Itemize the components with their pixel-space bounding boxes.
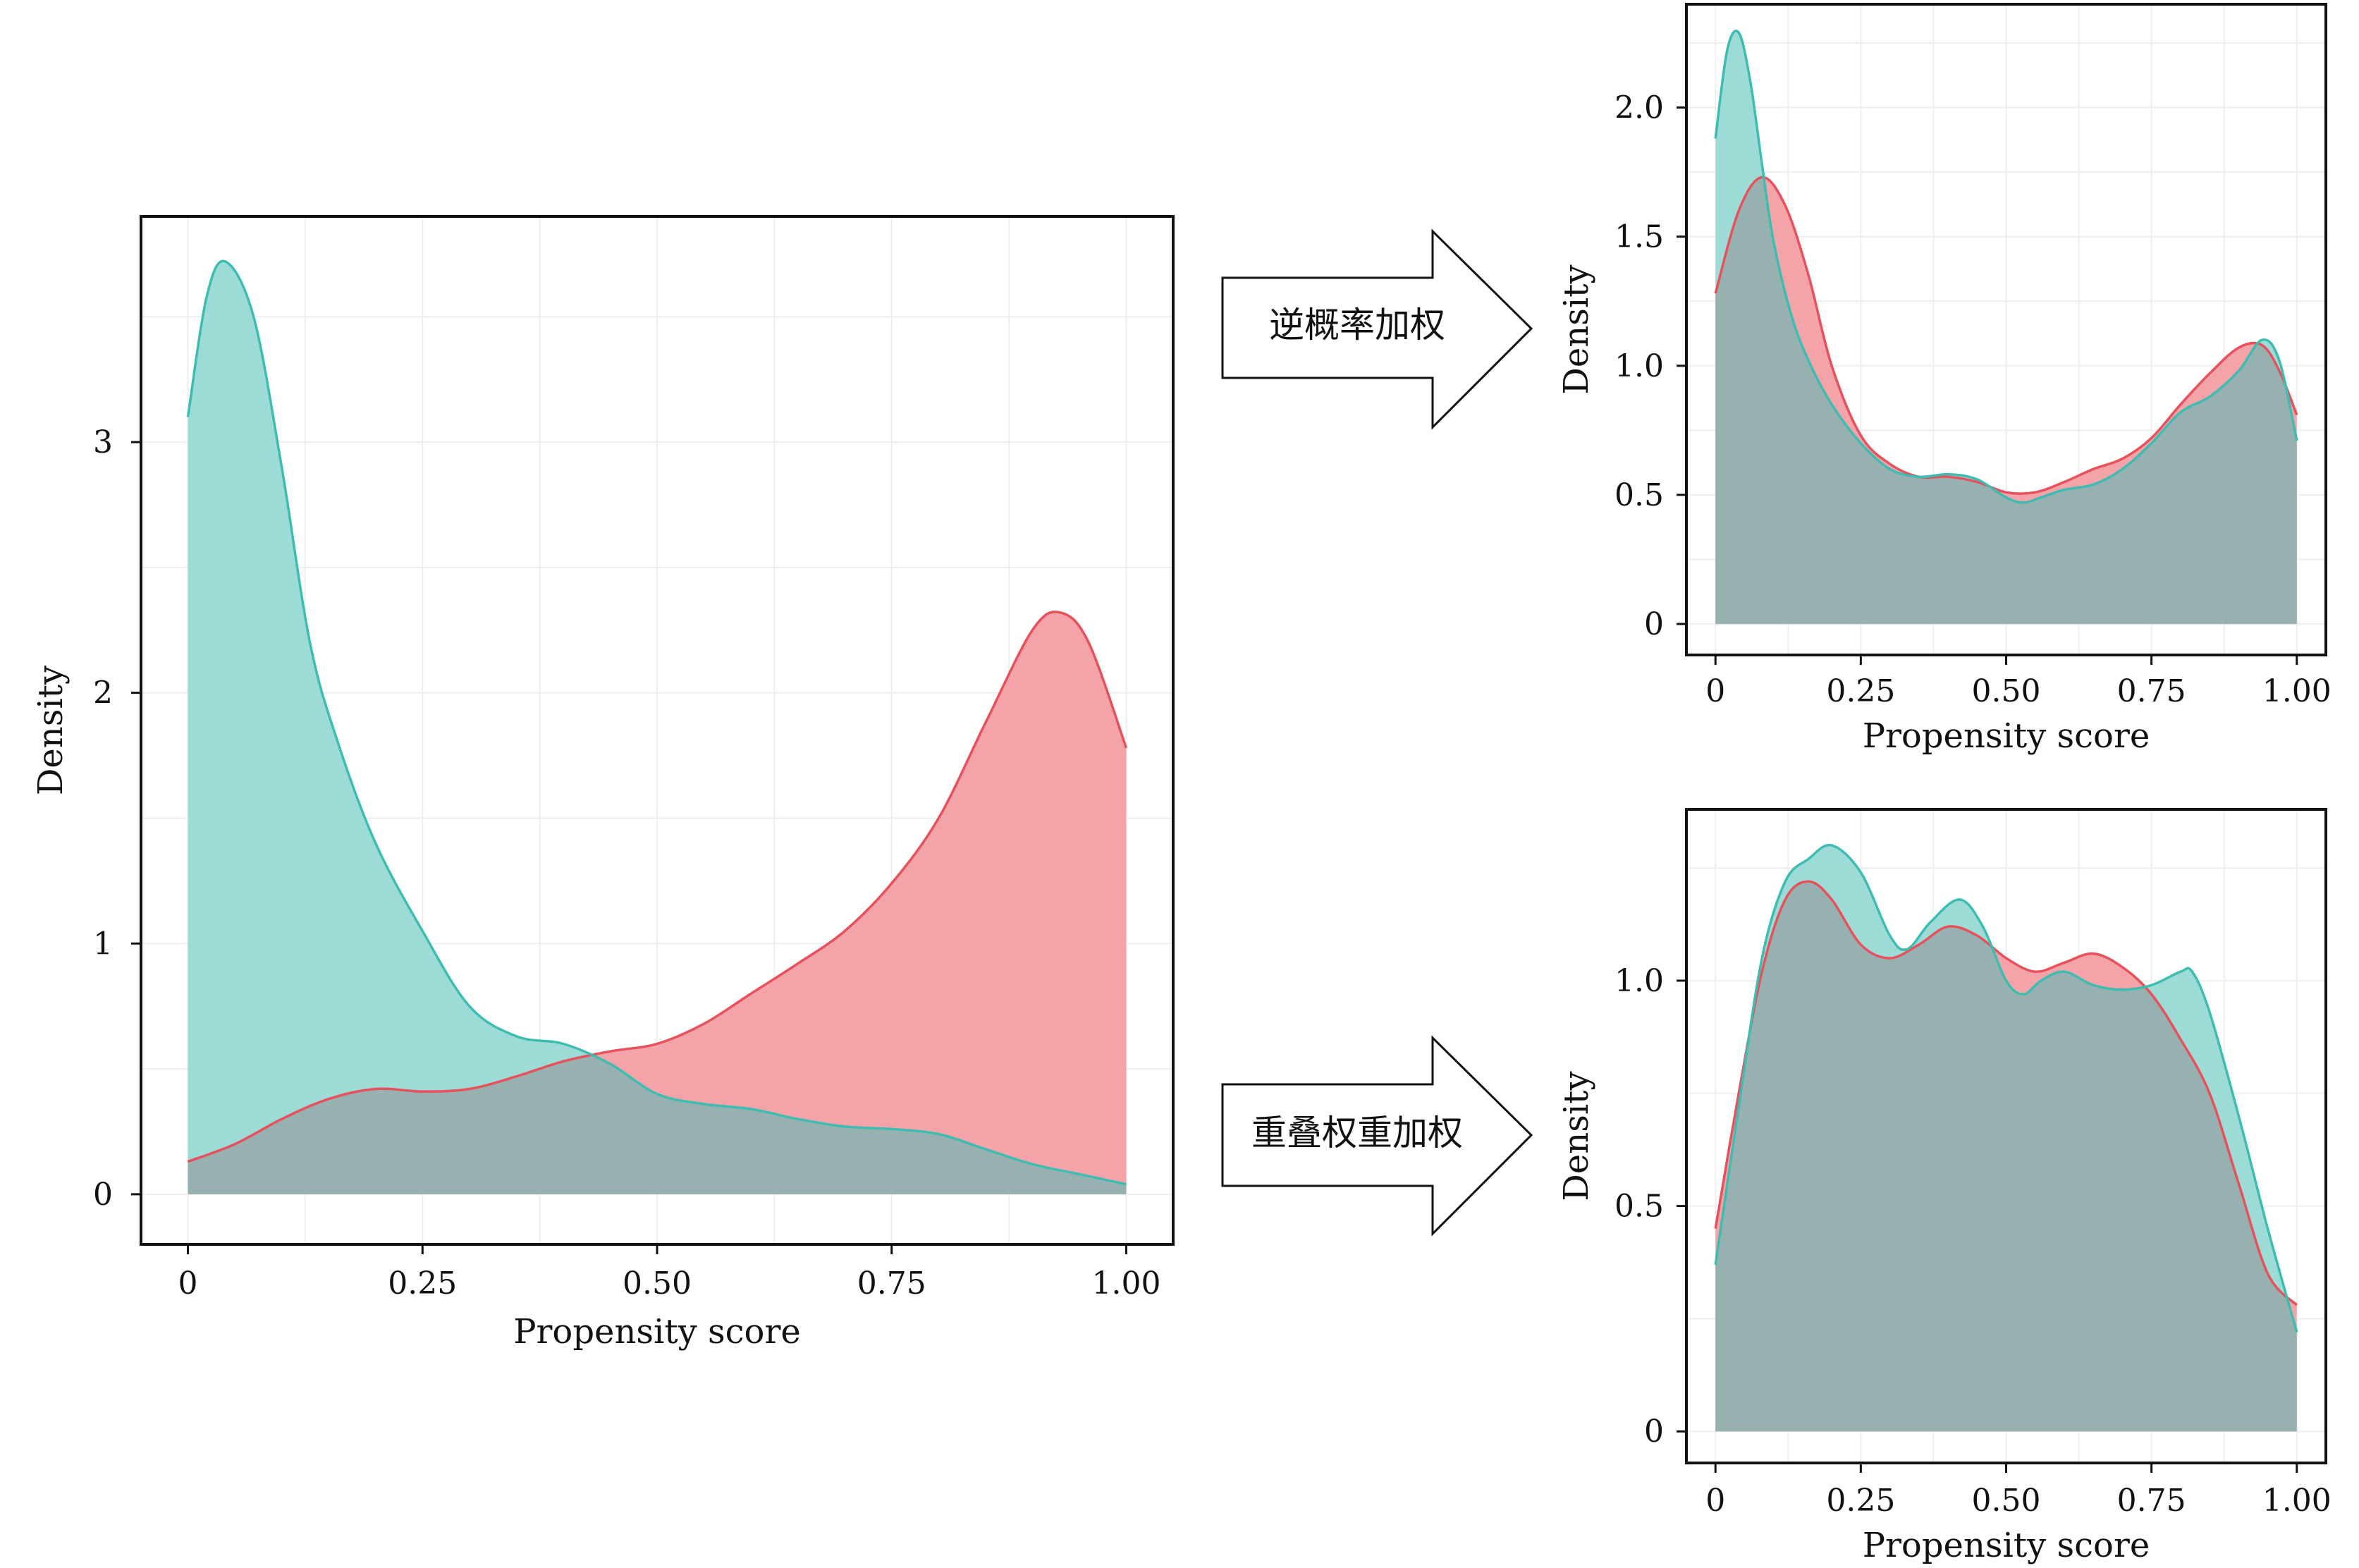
plot-area — [186, 259, 1128, 1194]
y-axis-title: Density — [31, 666, 71, 795]
y-tick-label: 1.0 — [1614, 963, 1664, 999]
y-tick-label: 0 — [1644, 606, 1664, 642]
y-tick-label: 1.5 — [1614, 219, 1664, 255]
x-axis-title: Propensity score — [1863, 1526, 2150, 1565]
y-tick-label: 2.0 — [1614, 90, 1664, 126]
y-tick-label: 0.5 — [1614, 1189, 1664, 1225]
y-tick-label: 1 — [93, 926, 113, 962]
x-tick-label: 0 — [1705, 1483, 1725, 1519]
x-tick-label: 0 — [1705, 673, 1725, 709]
x-tick-label: 0.50 — [623, 1266, 692, 1301]
ipw-density-chart: 0 0.25 0.50 0.75 1.00 0 0.5 1.0 1.5 2.0 Propensity… — [1557, 3, 2332, 756]
y-tick-label: 3 — [93, 424, 113, 460]
x-tick-label: 0.75 — [857, 1266, 926, 1301]
ipw-arrow-label: 逆概率加权 — [1269, 305, 1445, 345]
x-tick-label: 1.00 — [1091, 1266, 1160, 1301]
overlap-arrow-label: 重叠权重加权 — [1251, 1113, 1463, 1153]
ipw-arrow: 逆概率加权 — [1221, 228, 1533, 430]
y-tick-label: 2 — [93, 675, 113, 711]
x-tick-label: 0.75 — [2117, 673, 2186, 709]
y-axis-title: Density — [1557, 1071, 1596, 1201]
x-tick-label: 0.25 — [1826, 673, 1895, 709]
control-density-line — [1714, 843, 2298, 1333]
x-tick-label: 1.00 — [2262, 673, 2332, 709]
plot-area — [1714, 29, 2298, 624]
y-tick-label: 0.5 — [1614, 477, 1664, 513]
x-tick-label: 0.50 — [1972, 1483, 2041, 1519]
y-tick-label: 1.0 — [1614, 348, 1664, 384]
right-arrow-icon — [1221, 228, 1533, 430]
x-axis-title: Propensity score — [1863, 716, 2150, 756]
plot-area — [1714, 843, 2298, 1432]
x-tick-label: 0.75 — [2117, 1483, 2186, 1519]
x-axis-title: Propensity score — [513, 1312, 801, 1352]
overlap-density-chart: 0 0.25 0.50 0.75 1.00 0 0.5 1.0 Propensity score… — [1557, 808, 2332, 1565]
y-axis-title: Density — [1557, 264, 1596, 394]
y-tick-label: 0 — [93, 1177, 113, 1213]
treated-density-line — [187, 611, 1128, 1163]
right-arrow-icon — [1221, 1035, 1533, 1237]
x-tick-label: 0 — [178, 1266, 198, 1301]
control-density-area — [188, 261, 1127, 1194]
overlap-arrow: 重叠权重加权 — [1221, 1035, 1533, 1237]
x-tick-label: 0.25 — [388, 1266, 457, 1301]
overlap-density-area — [1715, 177, 2297, 624]
treated-density-line — [1714, 880, 2298, 1306]
x-tick-label: 1.00 — [2262, 1483, 2332, 1519]
x-tick-label: 0.25 — [1826, 1483, 1895, 1519]
y-tick-label: 0 — [1644, 1414, 1664, 1450]
control-density-line — [186, 259, 1127, 1186]
unweighted-density-chart: 0 0.25 0.50 0.75 1.00 0 1 2 3 Propensity score Den… — [31, 215, 1175, 1352]
x-tick-label: 0.50 — [1972, 673, 2041, 709]
control-density-line — [1714, 29, 2298, 504]
treated-density-area — [188, 611, 1127, 1194]
